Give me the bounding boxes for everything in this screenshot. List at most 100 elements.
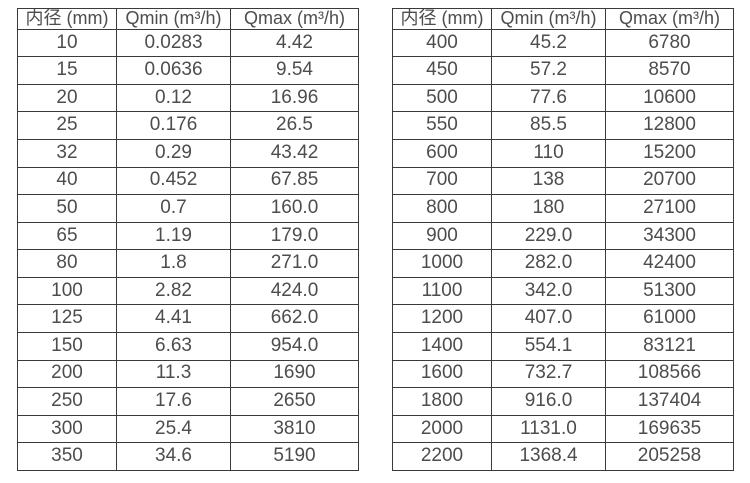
table-cell: 150	[17, 331, 117, 361]
table-cell: 954.0	[230, 331, 359, 361]
table-cell: 8570	[605, 56, 734, 85]
table-cell: 3810	[230, 414, 359, 444]
table-cell: 20	[17, 83, 117, 113]
table-row: 1800 916.0 137404	[392, 387, 734, 416]
table-row: 80 1.8 271.0	[17, 249, 359, 278]
table-cell: 0.0636	[116, 56, 231, 85]
table-header: 内径 (mm) Qmin (m³/h) Qmax (m³/h)	[17, 8, 359, 30]
table-cell: 550	[392, 111, 492, 141]
table-cell: 125	[17, 304, 117, 333]
table-cell: 1000	[392, 249, 492, 278]
table-cell: 65	[17, 221, 117, 251]
table-cell: 57.2	[491, 56, 606, 85]
table-cell: 12800	[605, 111, 734, 141]
table-cell: 800	[392, 194, 492, 223]
table-cell: 250	[17, 387, 117, 416]
table-cell: 1600	[392, 359, 492, 389]
table-cell: 282.0	[491, 249, 606, 278]
table-row: 2000 1131.0 169635	[392, 414, 734, 444]
table-cell: 2000	[392, 414, 492, 444]
table-cell: 16.96	[230, 83, 359, 113]
table-cell: 25	[17, 111, 117, 141]
table-cell: 50	[17, 194, 117, 223]
table-cell: 662.0	[230, 304, 359, 333]
table-cell: 2.82	[116, 276, 231, 306]
table-row: 50 0.7 160.0	[17, 194, 359, 223]
table-cell: 1200	[392, 304, 492, 333]
table-cell: 900	[392, 221, 492, 251]
table-cell: 77.6	[491, 83, 606, 113]
table-row: 700 138 20700	[392, 166, 734, 196]
table-cell: 137404	[605, 387, 734, 416]
table-cell: 1400	[392, 331, 492, 361]
table-cell: 424.0	[230, 276, 359, 306]
table-cell: 300	[17, 414, 117, 444]
table-cell: 2200	[392, 442, 492, 471]
table-cell: 1368.4	[491, 442, 606, 471]
table-cell: 4.42	[230, 28, 359, 58]
table-row: 15 0.0636 9.54	[17, 56, 359, 85]
column-header: 内径 (mm)	[17, 8, 117, 30]
table-cell: 5190	[230, 442, 359, 471]
header-row: 内径 (mm) Qmin (m³/h) Qmax (m³/h)	[17, 8, 359, 30]
table-row: 300 25.4 3810	[17, 414, 359, 444]
table-cell: 6780	[605, 28, 734, 58]
table-cell: 554.1	[491, 331, 606, 361]
table-cell: 700	[392, 166, 492, 196]
table-cell: 4.41	[116, 304, 231, 333]
table-cell: 0.452	[116, 166, 231, 196]
table-cell: 15	[17, 56, 117, 85]
table-cell: 6.63	[116, 331, 231, 361]
table-row: 25 0.176 26.5	[17, 111, 359, 141]
table-body: 10 0.0283 4.42 15 0.0636 9.54 20 0.12 16.96 25 0.1…	[17, 28, 359, 471]
table-cell: 350	[17, 442, 117, 471]
table-row: 400 45.2 6780	[392, 28, 734, 58]
table-cell: 1131.0	[491, 414, 606, 444]
table-cell: 732.7	[491, 359, 606, 389]
table-cell: 179.0	[230, 221, 359, 251]
table-cell: 43.42	[230, 139, 359, 168]
table-cell: 0.7	[116, 194, 231, 223]
table-row: 500 77.6 10600	[392, 83, 734, 113]
column-header: Qmin (m³/h)	[491, 8, 606, 30]
table-cell: 67.85	[230, 166, 359, 196]
table-cell: 45.2	[491, 28, 606, 58]
table-row: 1100 342.0 51300	[392, 276, 734, 306]
table-cell: 160.0	[230, 194, 359, 223]
header-row: 内径 (mm) Qmin (m³/h) Qmax (m³/h)	[392, 8, 734, 30]
table-row: 2200 1368.4 205258	[392, 442, 734, 471]
table-cell: 10600	[605, 83, 734, 113]
table-cell: 400	[392, 28, 492, 58]
table-cell: 138	[491, 166, 606, 196]
flow-spec-table-large-diameters: 内径 (mm) Qmin (m³/h) Qmax (m³/h) 400 45.2 678…	[392, 8, 734, 471]
table-cell: 1.8	[116, 249, 231, 278]
table-cell: 108566	[605, 359, 734, 389]
table-cell: 9.54	[230, 56, 359, 85]
table-cell: 32	[17, 139, 117, 168]
table-row: 65 1.19 179.0	[17, 221, 359, 251]
table-cell: 27100	[605, 194, 734, 223]
table-cell: 40	[17, 166, 117, 196]
table-cell: 180	[491, 194, 606, 223]
table-cell: 15200	[605, 139, 734, 168]
table-cell: 200	[17, 359, 117, 389]
table-cell: 61000	[605, 304, 734, 333]
table-cell: 83121	[605, 331, 734, 361]
table-cell: 0.12	[116, 83, 231, 113]
table-cell: 26.5	[230, 111, 359, 141]
table-row: 1200 407.0 61000	[392, 304, 734, 333]
table-cell: 20700	[605, 166, 734, 196]
table-cell: 80	[17, 249, 117, 278]
table-cell: 51300	[605, 276, 734, 306]
column-header: Qmin (m³/h)	[116, 8, 231, 30]
table-cell: 169635	[605, 414, 734, 444]
table-cell: 1100	[392, 276, 492, 306]
table-body: 400 45.2 6780 450 57.2 8570 500 77.6 10600 550 85.…	[392, 28, 734, 471]
flow-spec-table-small-diameters: 内径 (mm) Qmin (m³/h) Qmax (m³/h) 10 0.0283 4.…	[17, 8, 359, 471]
table-row: 20 0.12 16.96	[17, 83, 359, 113]
table-cell: 0.29	[116, 139, 231, 168]
table-cell: 205258	[605, 442, 734, 471]
table-cell: 342.0	[491, 276, 606, 306]
table-cell: 100	[17, 276, 117, 306]
